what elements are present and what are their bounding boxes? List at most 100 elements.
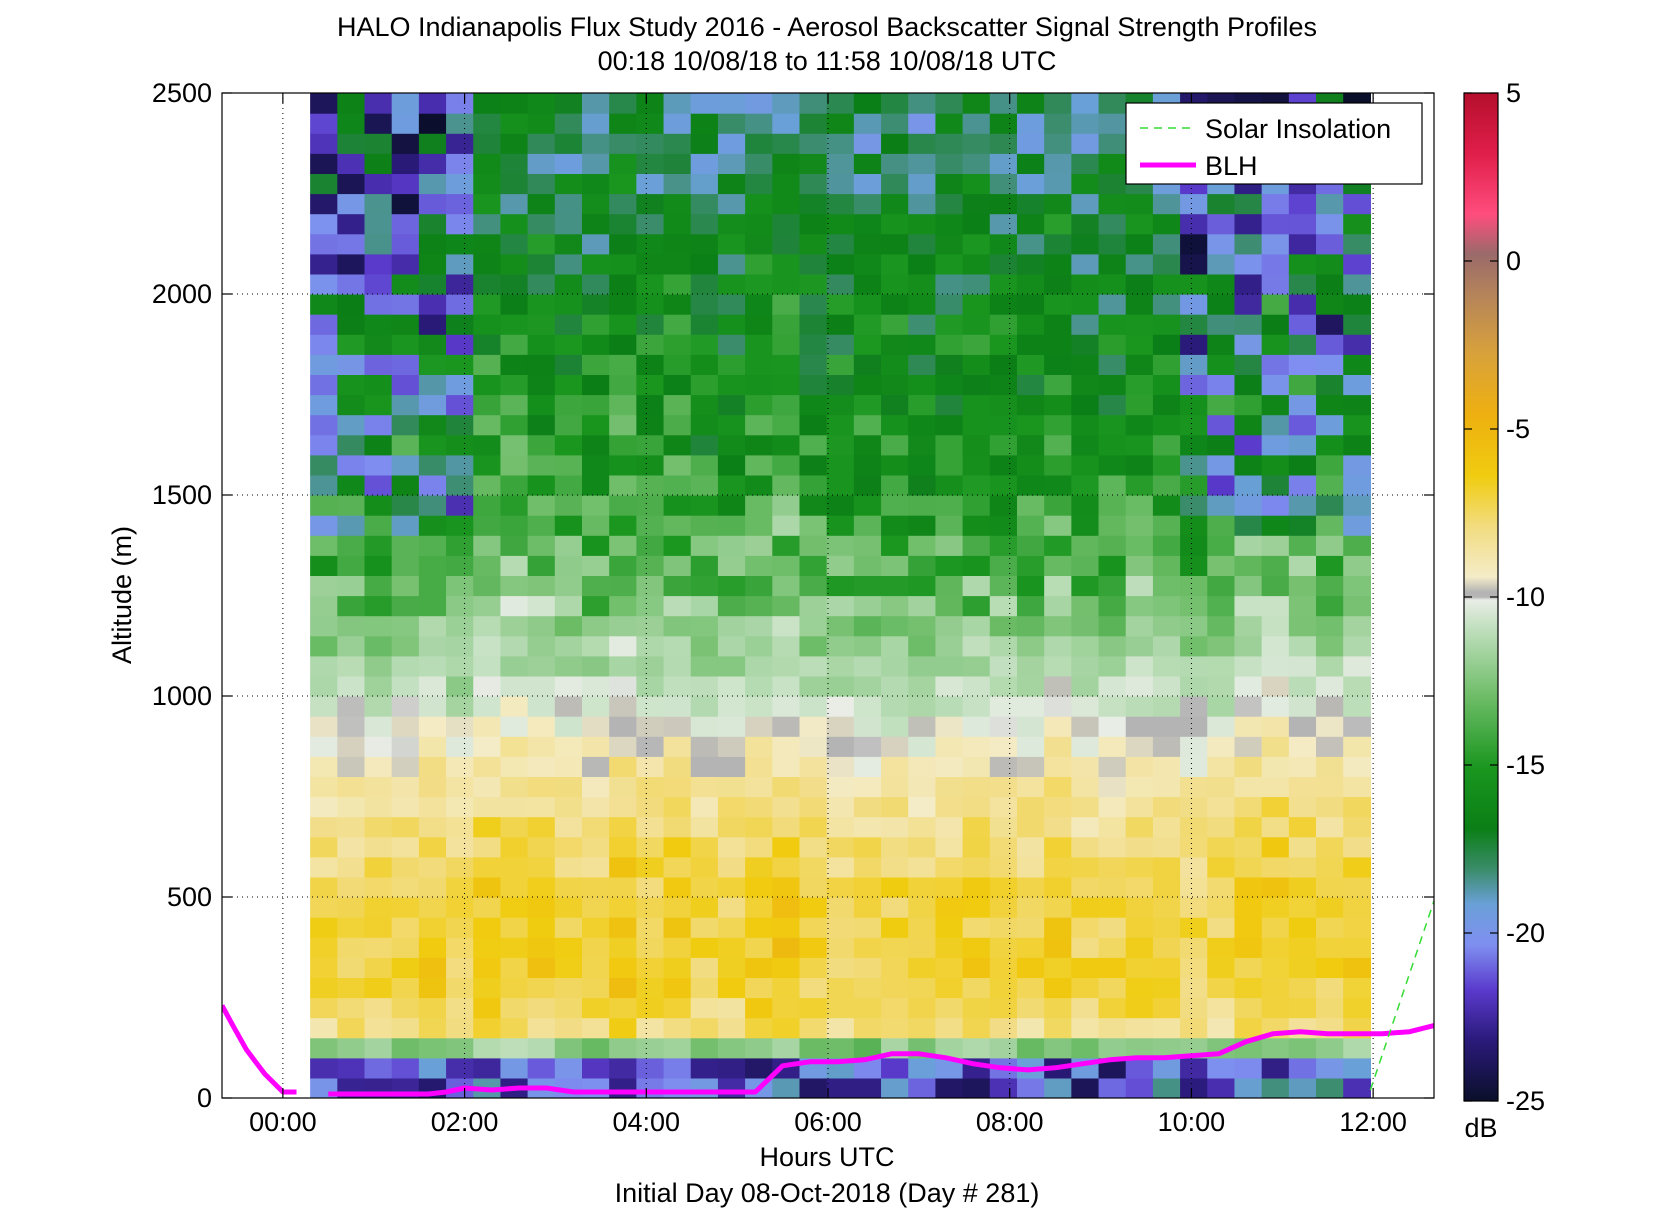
heatmap-cell — [799, 595, 828, 617]
heatmap-cell — [772, 213, 801, 235]
heatmap-cell — [962, 876, 991, 898]
heatmap-cell — [581, 474, 610, 496]
heatmap-cell — [581, 334, 610, 355]
heatmap-cell — [690, 213, 719, 235]
heatmap-cell — [1261, 836, 1290, 858]
heatmap-cell — [935, 836, 964, 858]
heatmap-cell — [717, 153, 746, 174]
heatmap-cell — [310, 1017, 338, 1039]
heatmap-cell — [853, 957, 882, 978]
heatmap-cell — [1152, 776, 1181, 798]
heatmap-cell — [1316, 434, 1344, 456]
heatmap-cell — [609, 555, 637, 576]
heatmap-cell — [745, 977, 773, 999]
heatmap-cell — [881, 213, 909, 235]
heatmap-cell — [1180, 454, 1208, 476]
heatmap-cell — [1180, 575, 1208, 597]
heatmap-cell — [717, 776, 746, 798]
heatmap-cell — [1098, 374, 1127, 396]
heatmap-cell — [799, 233, 828, 255]
heatmap-cell — [418, 314, 447, 335]
heatmap-cell — [446, 294, 474, 315]
heatmap-cell — [609, 213, 637, 235]
heatmap-cell — [1071, 796, 1100, 818]
heatmap-cell — [1016, 153, 1045, 174]
heatmap-cell — [609, 474, 637, 496]
heatmap-cell — [527, 414, 556, 436]
heatmap-cell — [1234, 957, 1263, 978]
heatmap-cell — [772, 253, 801, 275]
heatmap-cell — [1125, 917, 1154, 938]
heatmap-cell — [989, 1017, 1018, 1039]
heatmap-cell — [772, 756, 801, 777]
heatmap-cell — [337, 696, 366, 717]
heatmap-cell — [1152, 756, 1181, 777]
heatmap-cell — [364, 1057, 393, 1079]
heatmap-cell — [473, 796, 502, 818]
heatmap-cell — [1180, 1057, 1208, 1079]
heatmap-cell — [391, 233, 420, 255]
heatmap-cell — [935, 1037, 964, 1059]
heatmap-cell — [881, 1057, 909, 1079]
heatmap-cell — [527, 193, 556, 215]
heatmap-cell — [745, 897, 773, 918]
heatmap-cell — [826, 957, 855, 978]
heatmap-cell — [1180, 937, 1208, 958]
heatmap-cell — [446, 856, 474, 878]
heatmap-cell — [772, 294, 801, 315]
heatmap-cell — [446, 957, 474, 978]
heatmap-cell — [609, 876, 637, 898]
heatmap-cell — [690, 173, 719, 195]
heatmap-cell — [881, 354, 909, 375]
heatmap-cell — [391, 876, 420, 898]
heatmap-cell — [853, 1057, 882, 1079]
heatmap-cell — [1152, 273, 1181, 295]
heatmap-cell — [935, 957, 964, 978]
heatmap-cell — [853, 515, 882, 536]
heatmap-cell — [1098, 917, 1127, 938]
heatmap-cell — [527, 213, 556, 235]
heatmap-cell — [446, 454, 474, 476]
heatmap-cell — [391, 836, 420, 858]
heatmap-cell — [1288, 334, 1317, 355]
heatmap-cell — [1016, 535, 1045, 556]
heatmap-cell — [1180, 495, 1208, 516]
heatmap-cell — [364, 1037, 393, 1059]
heatmap-cell — [1098, 334, 1127, 355]
heatmap-cell — [554, 233, 583, 255]
heatmap-cell — [581, 897, 610, 918]
heatmap-cell — [1125, 856, 1154, 878]
heatmap-cell — [1261, 876, 1290, 898]
heatmap-cell — [1343, 535, 1372, 556]
heatmap-cell — [962, 937, 991, 958]
heatmap-cell — [1152, 454, 1181, 476]
heatmap-cell — [1125, 776, 1154, 798]
heatmap-cell — [663, 796, 692, 818]
heatmap-cell — [364, 133, 393, 154]
heatmap-cell — [636, 635, 665, 657]
heatmap-cell — [636, 615, 665, 637]
heatmap-cell — [1180, 1077, 1208, 1098]
heatmap-cell — [881, 414, 909, 436]
heatmap-cell — [310, 696, 338, 717]
heatmap-cell — [527, 294, 556, 315]
heatmap-cell — [1207, 273, 1236, 295]
heatmap-cell — [853, 474, 882, 496]
heatmap-cell — [364, 796, 393, 818]
heatmap-cell — [690, 374, 719, 396]
heatmap-cell — [1098, 414, 1127, 436]
heatmap-cell — [935, 414, 964, 436]
heatmap-cell — [908, 294, 937, 315]
heatmap-cell — [799, 374, 828, 396]
heatmap-cell — [554, 917, 583, 938]
heatmap-cell — [1180, 535, 1208, 556]
heatmap-cell — [1316, 314, 1344, 335]
heatmap-cell — [935, 736, 964, 757]
heatmap-cell — [908, 113, 937, 134]
heatmap-cell — [772, 615, 801, 637]
heatmap-cell — [527, 736, 556, 757]
heatmap-cell — [310, 655, 338, 677]
heatmap-cell — [1180, 354, 1208, 375]
heatmap-cell — [391, 997, 420, 1019]
heatmap-cell — [581, 876, 610, 898]
